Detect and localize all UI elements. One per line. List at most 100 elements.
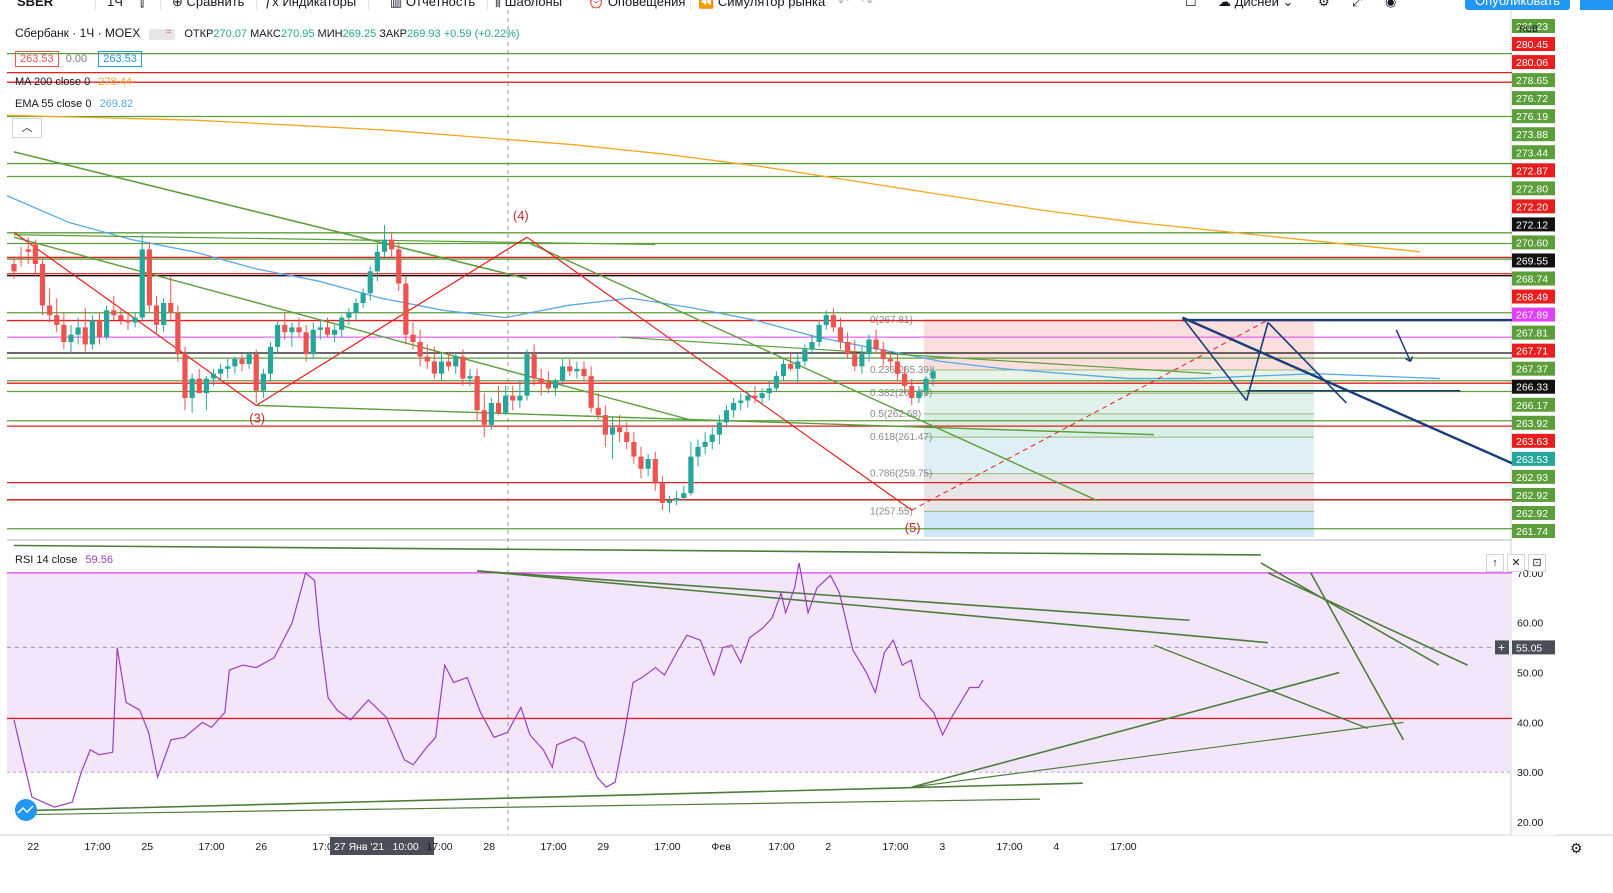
- fullscreen-icon[interactable]: ⤢: [1352, 0, 1363, 9]
- candle-body: [111, 310, 117, 316]
- indicators-button[interactable]: ƒx Индикаторы: [265, 0, 356, 9]
- ask-price[interactable]: 263.53: [98, 51, 142, 67]
- publish-button[interactable]: Опубликовать: [1465, 0, 1570, 10]
- wave-label: (4): [513, 208, 529, 223]
- candle-body: [695, 446, 701, 457]
- templates-icon: ⫼: [495, 0, 505, 9]
- toolbar-divider: [256, 0, 257, 10]
- candle-body: [738, 400, 744, 403]
- maximize-icon[interactable]: ⊡: [1528, 554, 1546, 572]
- candle-body: [132, 317, 138, 323]
- price-axis-value: 280.45: [1516, 39, 1548, 51]
- interval-selector[interactable]: 1Ч: [107, 0, 123, 9]
- price-axis-label: [1512, 145, 1555, 160]
- time-axis-tick: 29: [597, 841, 609, 853]
- time-axis-tick: 28: [483, 841, 495, 853]
- price-axis-value: 267.81: [1516, 328, 1548, 340]
- candle-body: [232, 359, 238, 367]
- currency-label: RUB: [1519, 24, 1538, 34]
- templates-button[interactable]: ⫼ Шаблоны: [495, 0, 562, 10]
- symbol-search[interactable]: SBER: [17, 0, 54, 9]
- candle-body: [424, 356, 430, 362]
- candle-body: [624, 432, 630, 442]
- candle-body: [752, 395, 758, 399]
- price-axis-label: [1512, 19, 1555, 33]
- arrow-up-icon[interactable]: ↑: [1486, 554, 1504, 572]
- layout-icon[interactable]: ☐: [1185, 0, 1197, 9]
- candle-body: [210, 373, 217, 379]
- time-axis-tick: Фев: [711, 841, 731, 853]
- wave-label: (3): [249, 410, 265, 425]
- gear-icon[interactable]: ⚙: [1318, 0, 1330, 9]
- candle-body: [780, 363, 787, 377]
- price-axis-label: [1512, 163, 1555, 178]
- candle-body: [688, 456, 694, 494]
- price-axis-label: [1512, 487, 1555, 502]
- candle-body: [474, 376, 480, 411]
- price-axis-label: [1512, 37, 1555, 52]
- toolbar-divider: [368, 0, 369, 10]
- price-axis-value: 262.92: [1516, 490, 1548, 502]
- candle-body: [168, 303, 174, 313]
- fib-level-label: 0.236(265.39): [870, 365, 932, 376]
- undo-icon[interactable]: ↶: [838, 0, 849, 9]
- candle-body: [759, 393, 765, 399]
- toolbar-divider: [487, 0, 488, 10]
- rsi-label: RSI 14 close: [15, 554, 78, 566]
- symbol-title: Сбербанк · 1Ч · MOEX: [15, 26, 141, 40]
- price-axis-label: [1512, 451, 1555, 466]
- ma-value: 278.44: [98, 76, 132, 88]
- ema-label: EMA 55 close 0: [15, 98, 92, 110]
- ma200-line: [6, 114, 1421, 253]
- redo-icon[interactable]: ↷: [862, 0, 873, 9]
- close-icon[interactable]: ✕: [1507, 554, 1525, 572]
- rsi-value: 59.56: [85, 554, 113, 566]
- play-icon[interactable]: [1580, 0, 1613, 10]
- alerts-button[interactable]: ⏰ Оповещения: [588, 0, 685, 10]
- time-axis-tick: 27 Янв '21: [334, 841, 384, 853]
- candle-body: [524, 354, 530, 396]
- chart-area[interactable]: 0(267.81)0.236(265.39)0.382(263.89)0.5(2…: [0, 10, 1613, 893]
- candle-body: [68, 334, 74, 342]
- add-alert-button: [1495, 640, 1509, 655]
- candle-body: [360, 293, 366, 303]
- ohlc-key: ЗАКР: [379, 28, 407, 40]
- candle-body: [873, 339, 879, 350]
- candle-body: [731, 402, 737, 411]
- layout-name-button[interactable]: ☁ Дисней ⌄: [1218, 0, 1293, 10]
- chevron-up-icon: ︿: [21, 122, 33, 134]
- candle-body: [788, 363, 794, 369]
- price-axis-value: 272.20: [1516, 201, 1548, 213]
- candle-body: [930, 371, 936, 379]
- compare-button[interactable]: ⊕ Сравнить: [172, 0, 244, 10]
- candle-body: [645, 459, 651, 469]
- candle-body: [453, 356, 459, 367]
- chevron-down-icon: ⌄: [1278, 0, 1294, 9]
- price-axis-label: [1512, 181, 1555, 196]
- candle-body: [510, 395, 516, 401]
- candle-body: [182, 354, 188, 399]
- candle-body: [346, 312, 352, 318]
- replay-button[interactable]: ⏪ Симулятор рынка: [698, 0, 825, 10]
- ema-value: 269.82: [99, 98, 134, 110]
- ohlc-value: 270.95: [280, 28, 318, 40]
- change-value: +0.59 (+0.22%): [443, 28, 520, 40]
- candles-icon[interactable]: ⫿: [140, 0, 145, 9]
- visibility-toggle[interactable]: ≈: [149, 26, 176, 40]
- price-axis-label: [1512, 73, 1555, 88]
- tradingview-logo-mark: [17, 805, 34, 814]
- collapse-legend-button[interactable]: ︿: [12, 118, 42, 138]
- fib-zone: [924, 437, 1314, 474]
- fib-level-label: 0.618(261.47): [870, 432, 932, 443]
- bid-price[interactable]: 263.53: [15, 51, 59, 67]
- candle-body: [438, 361, 445, 374]
- candle-body: [923, 378, 929, 391]
- rsi-axis-tick: 20.00: [1517, 817, 1543, 829]
- candle-body: [403, 283, 409, 335]
- rsi-trendline: [1153, 644, 1369, 730]
- plus-circle-icon: ⊕: [172, 0, 187, 9]
- report-button[interactable]: ▥ Отчетность: [390, 0, 475, 10]
- camera-icon[interactable]: ◉: [1385, 0, 1397, 9]
- candle-body: [909, 385, 915, 399]
- toolbar-divider: [95, 0, 96, 10]
